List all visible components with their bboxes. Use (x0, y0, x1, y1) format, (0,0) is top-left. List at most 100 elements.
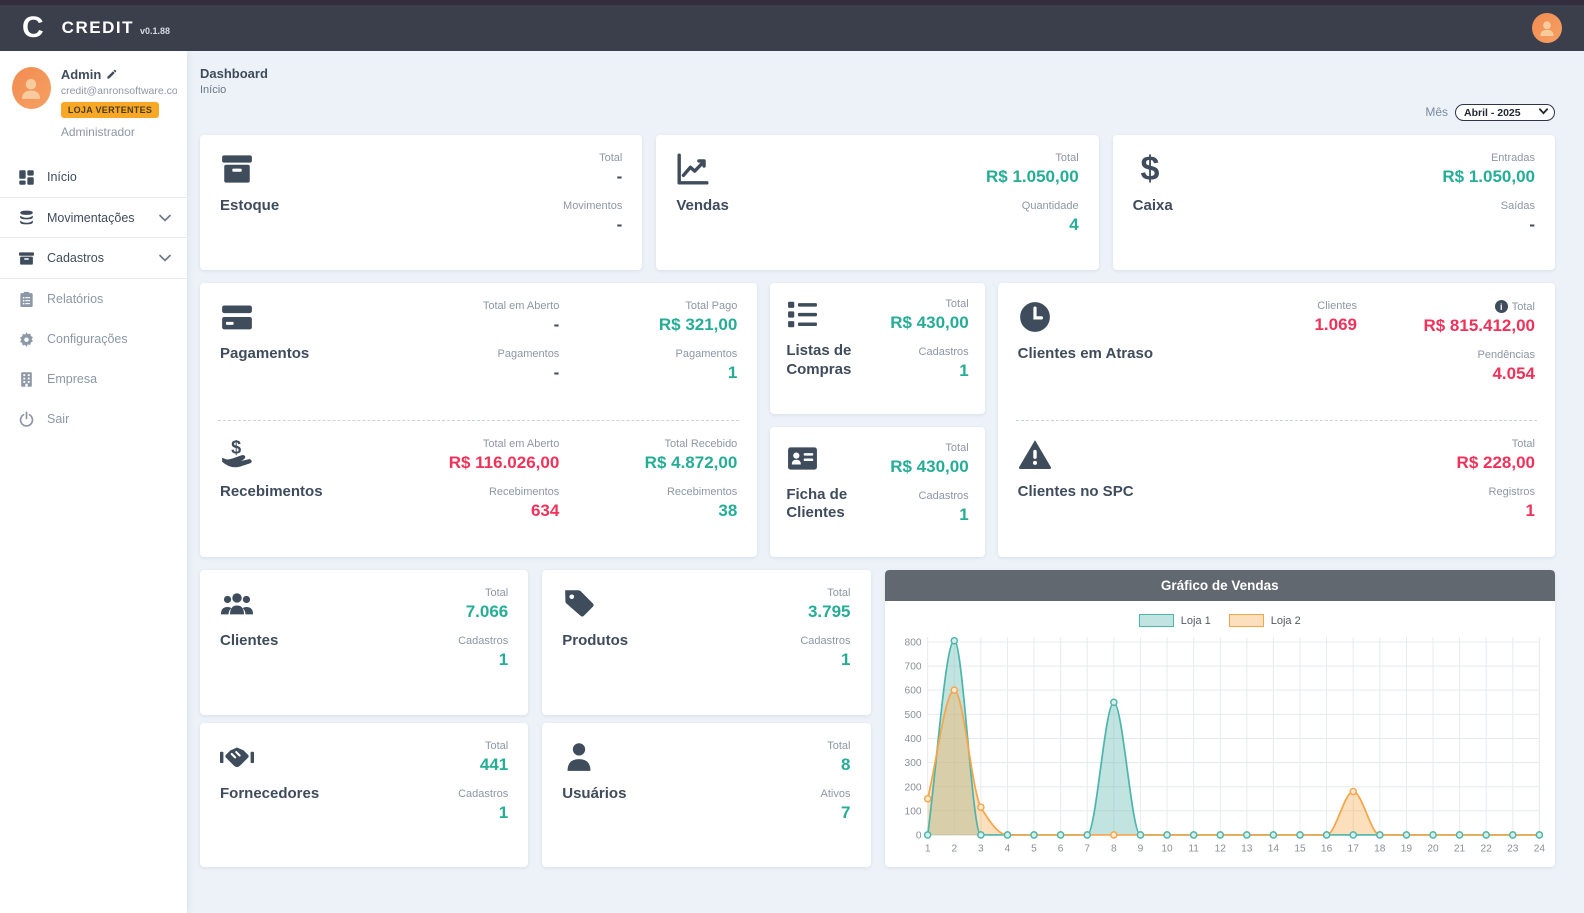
user-profile: Admin credit@anronsoftware.co... LOJA VE… (0, 51, 187, 149)
card-listas-compras: Listas de Compras Total R$ 430,00 Cadastr… (770, 283, 985, 414)
box-icon (222, 155, 252, 183)
svg-text:6: 6 (1057, 843, 1063, 854)
month-filter-row: Mês Abril - 2025 (200, 102, 1555, 122)
stat-label: Total (485, 739, 509, 752)
stat-label: Entradas (1490, 152, 1535, 164)
legend-item-loja2[interactable]: Loja 2 (1228, 614, 1301, 627)
stat-value: 1 (959, 361, 969, 380)
sidebar-item-label: Cadastros (47, 251, 104, 265)
stat-label: Quantidade (1021, 200, 1079, 212)
person-icon (1540, 21, 1554, 36)
card-title: Clientes em Atraso (1017, 345, 1153, 362)
sidebar-item-movimentacoes[interactable]: Movimentações (0, 197, 187, 238)
stat-label: Cadastros (918, 489, 969, 502)
stat-label: Recebimentos (488, 485, 560, 498)
sidebar-user-avatar[interactable] (12, 67, 51, 109)
card-title: Fornecedores (220, 784, 320, 802)
stat-value: R$ 1.050,00 (986, 167, 1079, 186)
stat-label: Ativos (820, 787, 851, 800)
hand-money-icon: $ (222, 438, 252, 467)
dollar-icon: $ (1140, 152, 1159, 186)
dashboard-grid-icon (19, 169, 34, 185)
svg-text:13: 13 (1241, 843, 1253, 854)
card-title: Recebimentos (220, 482, 323, 500)
chart-line-icon (677, 153, 709, 185)
stat-value: 634 (530, 500, 560, 520)
app-version: v0.1.88 (139, 26, 170, 36)
window-top-strip (0, 0, 1584, 5)
info-icon[interactable]: i (1494, 300, 1508, 313)
clipboard-report-icon (20, 291, 33, 307)
layers-stack-icon (20, 210, 33, 225)
stat-value: 1 (1525, 500, 1535, 520)
stat-value: 1 (727, 363, 738, 382)
handshake-icon (220, 747, 254, 767)
stat-value: R$ 321,00 (658, 315, 738, 334)
breadcrumb: Início (200, 84, 227, 96)
svg-text:5: 5 (1031, 843, 1037, 854)
stat-value: 4 (1069, 215, 1079, 234)
stat-label: Cadastros (458, 787, 509, 800)
card-title: Clientes (220, 632, 279, 649)
sidebar-item-inicio[interactable]: Início (0, 157, 187, 197)
stat-value: 1 (959, 504, 969, 524)
stat-label: Pendências (1477, 349, 1536, 361)
sidebar-item-configuracoes[interactable]: Configurações (0, 319, 187, 359)
sales-chart: 1 2 3 4 5 6 7 8 9 10 11 12 13 14 15 16 17 18 19 20 21 22 23 24 0… (885, 627, 1556, 867)
svg-text:7: 7 (1084, 843, 1090, 854)
stat-label: Pagamentos (497, 348, 560, 360)
month-label: Mês (1425, 105, 1448, 119)
svg-text:18: 18 (1374, 843, 1386, 854)
legend-swatch-loja2 (1228, 614, 1264, 627)
svg-text:16: 16 (1320, 843, 1332, 854)
stat-value: R$ 815.412,00 (1423, 316, 1535, 335)
svg-text:10: 10 (1161, 843, 1173, 854)
stat-value: R$ 228,00 (1456, 452, 1535, 472)
card-title: Pagamentos (220, 345, 310, 362)
list-icon (788, 301, 818, 328)
power-icon (19, 411, 34, 427)
svg-text:200: 200 (904, 782, 921, 793)
card-pagamentos-recebimentos: Pagamentos Total em Aberto - Pagamentos - … (200, 283, 758, 557)
stat-value: R$ 430,00 (890, 313, 969, 332)
user-email: credit@anronsoftware.co... (60, 85, 177, 97)
sidebar-menu: Início Movimentações Cadastros Relatório… (0, 157, 187, 439)
svg-text:4: 4 (1004, 843, 1010, 854)
stat-value: 1.069 (1314, 315, 1357, 334)
svg-text:12: 12 (1214, 843, 1226, 854)
edit-pencil-icon[interactable] (106, 69, 117, 80)
clock-icon (1019, 302, 1050, 332)
user-name: Admin (60, 67, 102, 82)
page-title: Dashboard (200, 66, 268, 81)
card-produtos: Produtos Total 3.795 Cadastros 1 (542, 570, 871, 715)
sidebar-item-empresa[interactable]: Empresa (0, 359, 187, 399)
sidebar-item-sair[interactable]: Sair (0, 399, 187, 439)
stat-label: Total Recebido (664, 437, 738, 450)
stat-value: - (553, 363, 560, 382)
card-usuarios: Usuários Total 8 Ativos 7 (542, 722, 871, 868)
user-role: Administrador (60, 125, 135, 139)
stat-value: 4.054 (1492, 364, 1535, 383)
sidebar-item-relatorios[interactable]: Relatórios (0, 279, 187, 319)
stat-label: Saídas (1500, 200, 1535, 212)
sidebar-item-label: Configurações (47, 332, 128, 346)
stat-label: Total (485, 587, 509, 599)
stat-label: Pagamentos (675, 348, 738, 360)
legend-item-loja1[interactable]: Loja 1 (1138, 614, 1211, 627)
card-atraso-spc: Clientes em Atraso Clientes 1.069 i Total … (997, 283, 1555, 557)
legend-label: Loja 1 (1180, 614, 1211, 627)
sidebar-item-label: Movimentações (47, 210, 135, 225)
stat-value: R$ 4.872,00 (644, 452, 738, 472)
month-select[interactable]: Abril - 2025 (1455, 104, 1555, 122)
stat-value: 1 (498, 802, 509, 822)
stat-value: 3.795 (807, 602, 851, 621)
divider (1015, 419, 1537, 421)
stat-label: Total (1511, 300, 1535, 313)
header-user-avatar[interactable] (1532, 13, 1562, 43)
card-vendas: Vendas Total R$ 1.050,00 Quantidade 4 (656, 135, 1099, 270)
sidebar-item-cadastros[interactable]: Cadastros (0, 238, 187, 279)
stat-label: Movimentos (563, 200, 623, 212)
card-title: Usuários (562, 784, 627, 802)
svg-text:22: 22 (1480, 843, 1492, 854)
card-caixa: $ Caixa Entradas R$ 1.050,00 Saídas - (1112, 135, 1555, 270)
